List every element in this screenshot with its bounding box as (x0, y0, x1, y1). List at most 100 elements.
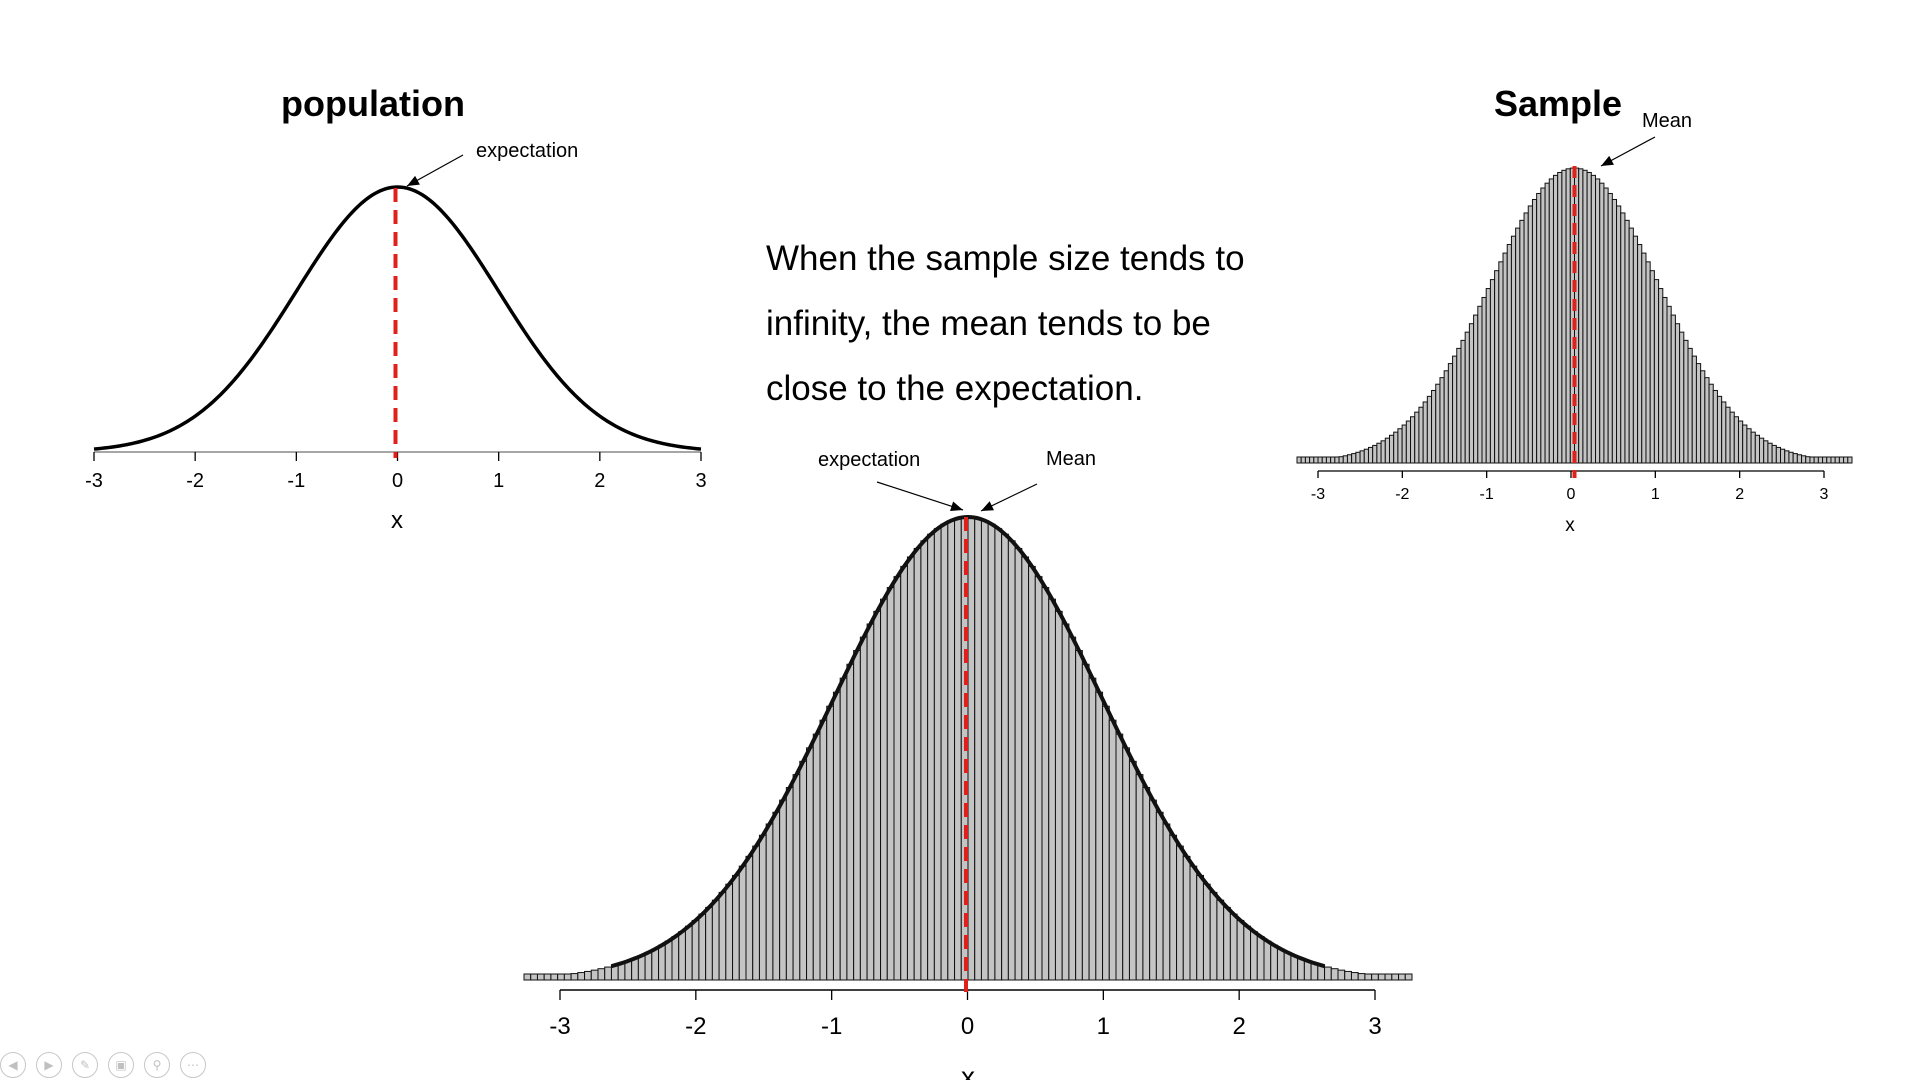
histogram-bar (779, 799, 787, 981)
histogram-bar (1028, 565, 1036, 981)
histogram-bar (1371, 973, 1379, 981)
histogram-bar (1048, 598, 1056, 981)
histogram-bar (718, 891, 727, 981)
histogram-bar (1276, 948, 1285, 981)
text-line: infinity, the mean tends to be (766, 304, 1211, 343)
histogram-bar (1054, 610, 1063, 981)
combined-tick-label: -2 (685, 1013, 706, 1040)
histogram-bar (1034, 576, 1043, 981)
population-annotation-arrowhead (407, 175, 420, 186)
histogram-bar (880, 598, 888, 981)
histogram-bar (873, 610, 882, 981)
histogram-bar (1162, 823, 1171, 981)
histogram-bar (1202, 883, 1211, 981)
histogram-bar (725, 883, 734, 981)
combined-expectation-label: expectation (818, 449, 920, 471)
histogram-bar (1270, 944, 1278, 981)
combined-mean-label: Mean (1046, 448, 1096, 470)
histogram-bar (1263, 940, 1272, 981)
population-tick-label: 3 (695, 470, 706, 492)
histogram-bar (1404, 973, 1413, 981)
histogram-bar (1108, 719, 1117, 981)
sample-tick-label: -3 (1311, 486, 1325, 503)
histogram-bar (530, 973, 538, 981)
histogram-bar (523, 973, 532, 981)
histogram-bar (940, 523, 949, 981)
histogram-bar (550, 973, 559, 981)
histogram-bar (1847, 456, 1853, 464)
explanation-text: When the sample size tends to infinity, … (766, 226, 1326, 421)
histogram-bar (1128, 760, 1137, 981)
histogram-bar (1236, 919, 1245, 981)
population-tick-label: 2 (594, 470, 605, 492)
pen-icon[interactable]: ✎ (72, 1052, 98, 1078)
histogram-bar (1377, 973, 1386, 981)
histogram-bar (1223, 906, 1231, 981)
histogram-bar (900, 565, 908, 981)
histogram-bar (826, 705, 834, 981)
histogram-bar (671, 936, 680, 981)
histogram-bar (536, 973, 545, 981)
histogram-bar (1189, 865, 1198, 981)
histogram-bar (651, 948, 660, 981)
more-icon[interactable]: ⋯ (180, 1052, 206, 1078)
zoom-icon[interactable]: ⚲ (144, 1052, 170, 1078)
histogram-bar (758, 834, 767, 981)
histogram-bar (1398, 973, 1406, 981)
combined-tick-label: 0 (961, 1013, 974, 1040)
slides-icon[interactable]: ▣ (108, 1052, 134, 1078)
histogram-bar (846, 663, 855, 981)
histogram-bar (1344, 970, 1352, 981)
histogram-bar (1122, 747, 1130, 981)
histogram-bar (1102, 705, 1110, 981)
histogram-bar (994, 528, 1003, 981)
histogram-bar (1068, 636, 1077, 981)
histogram-bar (1176, 845, 1184, 981)
histogram-bar (1290, 955, 1299, 981)
population-x-label: x (391, 507, 403, 534)
histogram-bar (1243, 925, 1252, 981)
histogram-bar (765, 823, 774, 981)
sample-tick-label: 2 (1735, 486, 1744, 503)
histogram-bar (658, 944, 666, 981)
combined-ticks: -3 -2 -1 0 1 2 3 (549, 990, 1382, 1040)
combined-mean-arrowhead (981, 501, 994, 511)
sample-annotation-arrowhead (1601, 155, 1614, 166)
histogram-bar (705, 906, 713, 981)
histogram-bar (1324, 966, 1332, 981)
sample-bars (1296, 167, 1853, 464)
combined-expectation-arrow (876, 481, 964, 511)
histogram-bar (1216, 899, 1225, 981)
histogram-bar (1330, 968, 1339, 981)
histogram-bar (631, 957, 639, 981)
histogram-bar (678, 931, 686, 981)
histogram-bar (1169, 834, 1178, 981)
histogram-bar (859, 636, 868, 981)
next-icon[interactable]: ▶ (36, 1052, 62, 1078)
histogram-bar (967, 516, 976, 981)
combined-x-label: x (961, 1061, 975, 1080)
histogram-bar (1041, 587, 1050, 981)
sample-mean-label: Mean (1642, 110, 1692, 132)
text-line: close to the expectation. (766, 369, 1144, 408)
histogram-bar (1297, 957, 1305, 981)
histogram-bar (1081, 663, 1090, 981)
previous-icon[interactable]: ◀ (0, 1052, 26, 1078)
histogram-bar (738, 865, 747, 981)
histogram-bar (812, 733, 821, 981)
histogram-bar (1357, 973, 1366, 981)
sample-ticks: -3 -2 -1 0 1 2 3 (1311, 471, 1829, 503)
histogram-bar (1075, 650, 1083, 981)
histogram-bar (563, 973, 572, 981)
population-title: population (281, 83, 465, 124)
histogram-bar (1088, 677, 1097, 981)
combined-expectation-arrowhead (950, 501, 963, 512)
histogram-bar (732, 874, 740, 981)
histogram-bar (698, 913, 707, 981)
histogram-bar (785, 787, 794, 981)
histogram-bar (974, 517, 982, 981)
histogram-bar (584, 970, 592, 981)
histogram-bar (980, 520, 989, 981)
